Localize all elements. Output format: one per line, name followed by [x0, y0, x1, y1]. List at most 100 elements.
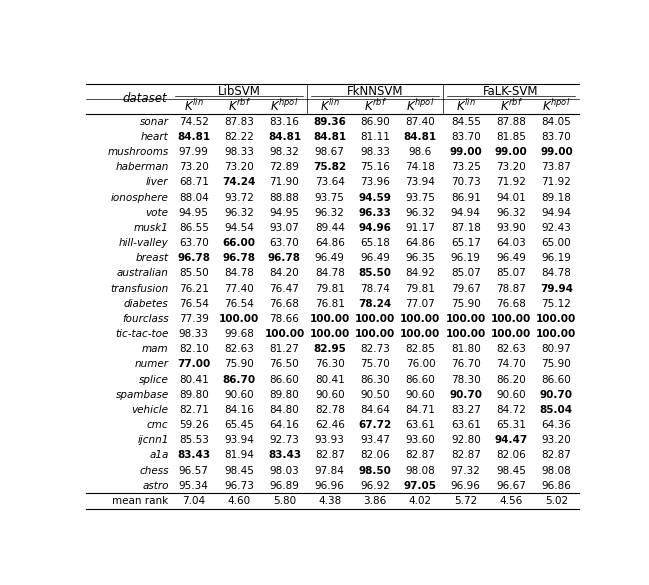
- Text: 100.00: 100.00: [219, 314, 259, 324]
- Text: mushrooms: mushrooms: [107, 147, 169, 157]
- Text: 86.90: 86.90: [360, 116, 390, 126]
- Text: FaLK-SVM: FaLK-SVM: [484, 85, 539, 98]
- Text: 82.22: 82.22: [224, 132, 254, 142]
- Text: 83.43: 83.43: [268, 450, 301, 460]
- Text: 93.94: 93.94: [224, 435, 254, 445]
- Text: 74.18: 74.18: [406, 162, 435, 172]
- Text: 75.90: 75.90: [451, 299, 481, 309]
- Text: 98.50: 98.50: [359, 466, 391, 476]
- Text: 100.00: 100.00: [536, 329, 576, 339]
- Text: 73.20: 73.20: [179, 162, 209, 172]
- Text: 96.33: 96.33: [359, 208, 391, 218]
- Text: 64.86: 64.86: [315, 238, 345, 248]
- Text: 97.84: 97.84: [315, 466, 345, 476]
- Text: 96.67: 96.67: [496, 481, 526, 491]
- Text: 82.78: 82.78: [315, 405, 345, 415]
- Text: 84.55: 84.55: [451, 116, 481, 126]
- Text: 92.43: 92.43: [541, 223, 571, 233]
- Text: mean rank: mean rank: [112, 496, 169, 506]
- Text: 96.35: 96.35: [406, 253, 435, 263]
- Text: 86.55: 86.55: [179, 223, 209, 233]
- Text: 98.08: 98.08: [541, 466, 571, 476]
- Text: 100.00: 100.00: [355, 329, 395, 339]
- Text: 90.70: 90.70: [449, 390, 482, 400]
- Text: 88.04: 88.04: [179, 192, 209, 202]
- Text: 89.36: 89.36: [313, 116, 346, 126]
- Text: 85.53: 85.53: [179, 435, 209, 445]
- Text: 98.33: 98.33: [360, 147, 390, 157]
- Text: astro: astro: [142, 481, 169, 491]
- Text: 63.61: 63.61: [406, 420, 435, 430]
- Text: 96.32: 96.32: [406, 208, 435, 218]
- Text: 94.54: 94.54: [224, 223, 254, 233]
- Text: 76.70: 76.70: [451, 359, 481, 369]
- Text: $K^{rbf}$: $K^{rbf}$: [363, 98, 387, 115]
- Text: 90.70: 90.70: [540, 390, 573, 400]
- Text: 95.34: 95.34: [179, 481, 209, 491]
- Text: 5.02: 5.02: [545, 496, 568, 506]
- Text: 96.49: 96.49: [315, 253, 345, 263]
- Text: 82.63: 82.63: [496, 344, 526, 355]
- Text: 96.92: 96.92: [360, 481, 390, 491]
- Text: 83.27: 83.27: [451, 405, 481, 415]
- Text: spambase: spambase: [116, 390, 169, 400]
- Text: LibSVM: LibSVM: [217, 85, 260, 98]
- Text: 93.90: 93.90: [496, 223, 526, 233]
- Text: 62.46: 62.46: [315, 420, 345, 430]
- Text: 87.88: 87.88: [496, 116, 526, 126]
- Text: 75.70: 75.70: [360, 359, 390, 369]
- Text: 82.06: 82.06: [360, 450, 390, 460]
- Text: 84.81: 84.81: [177, 132, 210, 142]
- Text: 78.87: 78.87: [496, 284, 526, 294]
- Text: 94.01: 94.01: [496, 192, 526, 202]
- Text: 76.50: 76.50: [269, 359, 299, 369]
- Text: 73.20: 73.20: [496, 162, 526, 172]
- Text: 87.40: 87.40: [406, 116, 435, 126]
- Text: 66.00: 66.00: [223, 238, 256, 248]
- Text: 82.85: 82.85: [406, 344, 435, 355]
- Text: 100.00: 100.00: [446, 314, 486, 324]
- Text: 84.81: 84.81: [404, 132, 437, 142]
- Text: splice: splice: [139, 374, 169, 384]
- Text: 98.45: 98.45: [496, 466, 526, 476]
- Text: 94.96: 94.96: [359, 223, 391, 233]
- Text: 98.08: 98.08: [406, 466, 435, 476]
- Text: 85.50: 85.50: [359, 269, 391, 278]
- Text: 73.94: 73.94: [406, 177, 435, 187]
- Text: 93.60: 93.60: [406, 435, 435, 445]
- Text: 100.00: 100.00: [400, 329, 441, 339]
- Text: 90.50: 90.50: [360, 390, 390, 400]
- Text: 96.78: 96.78: [268, 253, 301, 263]
- Text: 82.87: 82.87: [541, 450, 571, 460]
- Text: 84.72: 84.72: [496, 405, 526, 415]
- Text: 82.87: 82.87: [451, 450, 481, 460]
- Text: 81.80: 81.80: [451, 344, 481, 355]
- Text: 73.96: 73.96: [360, 177, 390, 187]
- Text: 98.32: 98.32: [269, 147, 299, 157]
- Text: 82.95: 82.95: [313, 344, 346, 355]
- Text: 82.71: 82.71: [179, 405, 209, 415]
- Text: 82.87: 82.87: [315, 450, 345, 460]
- Text: 77.00: 77.00: [177, 359, 210, 369]
- Text: ijcnn1: ijcnn1: [137, 435, 169, 445]
- Text: 96.78: 96.78: [177, 253, 210, 263]
- Text: $K^{rbf}$: $K^{rbf}$: [500, 98, 522, 115]
- Text: transfusion: transfusion: [110, 284, 169, 294]
- Text: 79.94: 79.94: [540, 284, 573, 294]
- Text: 85.07: 85.07: [496, 269, 526, 278]
- Text: 87.83: 87.83: [224, 116, 254, 126]
- Text: 96.32: 96.32: [224, 208, 254, 218]
- Text: 79.67: 79.67: [451, 284, 481, 294]
- Text: 63.70: 63.70: [179, 238, 209, 248]
- Text: cmc: cmc: [147, 420, 169, 430]
- Text: 63.70: 63.70: [269, 238, 299, 248]
- Text: sonar: sonar: [140, 116, 169, 126]
- Text: 73.64: 73.64: [315, 177, 345, 187]
- Text: $K^{hpol}$: $K^{hpol}$: [271, 98, 299, 115]
- Text: 64.36: 64.36: [541, 420, 571, 430]
- Text: 86.60: 86.60: [269, 374, 299, 384]
- Text: diabetes: diabetes: [124, 299, 169, 309]
- Text: 94.94: 94.94: [451, 208, 481, 218]
- Text: chess: chess: [139, 466, 169, 476]
- Text: 81.85: 81.85: [496, 132, 526, 142]
